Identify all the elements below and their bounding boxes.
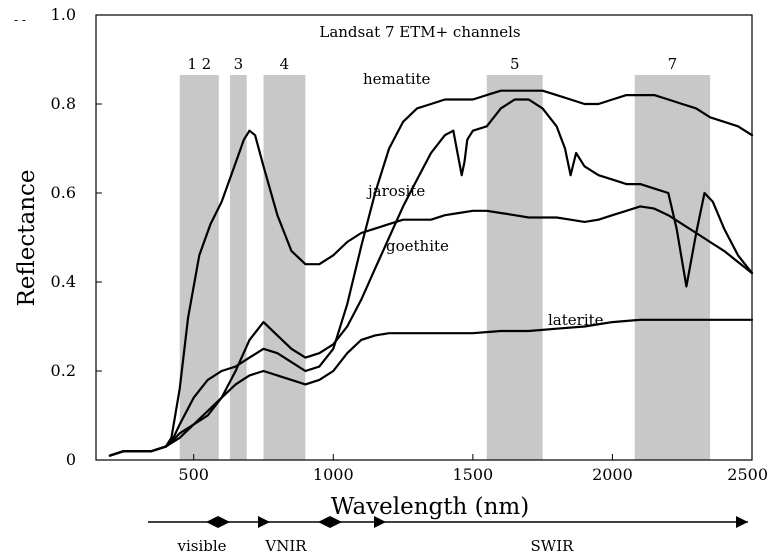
band-7 xyxy=(634,75,711,460)
region-layer: visible VNIR SWIR xyxy=(148,516,748,555)
curve-layer xyxy=(108,89,754,457)
band-1-2 xyxy=(179,75,219,460)
curve-label-layer: hematite jarosite goethite laterite xyxy=(363,70,604,329)
region-arrowhead xyxy=(330,516,342,528)
band-label-4: 4 xyxy=(280,55,290,73)
series-line-goethite xyxy=(108,129,754,457)
band-3 xyxy=(229,75,247,460)
region-arrowhead xyxy=(258,516,270,528)
band-label-layer: 1 2 3 4 5 7 xyxy=(187,55,677,73)
y-tick-label: 1.0 xyxy=(51,5,76,24)
chart-title: Landsat 7 ETM+ channels xyxy=(319,23,520,41)
x-tick-label: 500 xyxy=(178,465,209,484)
band-4 xyxy=(263,75,306,460)
band-5 xyxy=(486,75,543,460)
region-arrowhead xyxy=(736,516,748,528)
region-arrowhead xyxy=(218,516,230,528)
series-label-goethite: goethite xyxy=(386,237,449,255)
x-tick-label: 1500 xyxy=(452,465,493,484)
x-axis-title: Wavelength (nm) xyxy=(331,494,529,520)
region-label-vnir: VNIR xyxy=(264,537,307,555)
series-label-hematite: hematite xyxy=(363,70,431,88)
band-label-3: 3 xyxy=(234,55,244,73)
region-arrowhead xyxy=(206,516,218,528)
region-arrowhead xyxy=(374,516,386,528)
series-label-laterite: laterite xyxy=(548,311,604,329)
tick-layer: 500 1000 1500 2000 2500 0 0.2 0.4 0.6 0.8 1.0 xyxy=(51,5,768,484)
x-tick-label: 1000 xyxy=(313,465,354,484)
y-tick-label: 0.4 xyxy=(51,272,76,291)
series-line-hematite xyxy=(108,89,754,457)
y-tick-label: 0.2 xyxy=(51,361,76,380)
region-label-swir: SWIR xyxy=(531,537,575,555)
band-label-7: 7 xyxy=(668,55,678,73)
x-tick-label: 2500 xyxy=(727,465,768,484)
series-label-jarosite: jarosite xyxy=(366,182,425,200)
x-tick-label: 2000 xyxy=(592,465,633,484)
y-axis-title: Reflectance xyxy=(14,169,40,306)
band-layer xyxy=(179,75,711,460)
region-label-visible: visible xyxy=(176,537,226,555)
band-label-5: 5 xyxy=(510,55,520,73)
y-tick-label: 0.6 xyxy=(51,183,76,202)
series-line-laterite xyxy=(108,318,754,457)
corner-marks: - - xyxy=(14,13,26,27)
y-tick-label: 0 xyxy=(66,450,76,469)
plot-frame xyxy=(95,14,753,461)
band-label-1-2: 1 2 xyxy=(187,55,211,73)
y-tick-label: 0.8 xyxy=(51,94,76,113)
region-arrowhead xyxy=(318,516,330,528)
